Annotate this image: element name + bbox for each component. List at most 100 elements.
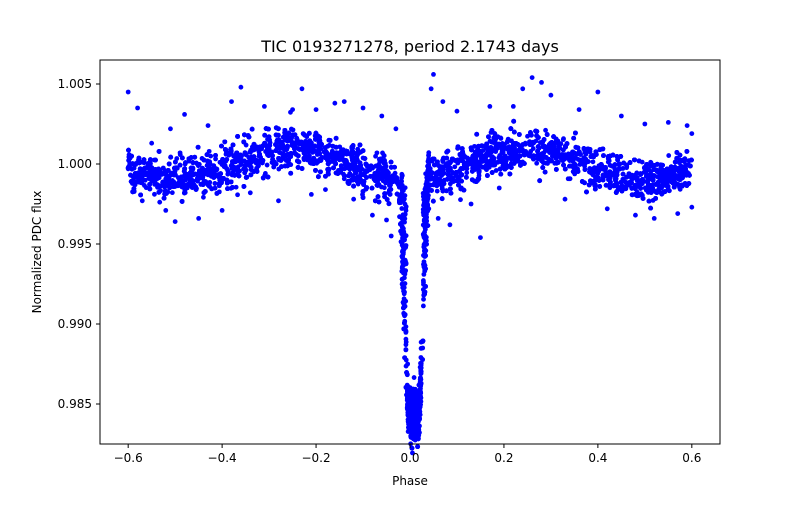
data-point <box>497 166 503 172</box>
data-point <box>318 169 323 175</box>
data-point <box>530 146 536 151</box>
data-point <box>562 166 568 172</box>
data-point <box>680 157 686 163</box>
data-point <box>157 199 163 205</box>
data-point <box>672 159 678 165</box>
data-point <box>266 134 272 140</box>
data-point <box>156 170 161 176</box>
data-point <box>650 187 656 193</box>
data-point <box>156 175 162 181</box>
data-point <box>254 165 260 171</box>
data-point <box>139 174 145 180</box>
data-point <box>606 154 611 159</box>
data-point <box>455 144 461 150</box>
data-point <box>244 174 250 180</box>
data-point <box>551 143 557 149</box>
data-point <box>288 170 294 176</box>
data-point <box>656 189 662 195</box>
data-point <box>306 130 312 136</box>
data-point <box>597 184 603 189</box>
data-point <box>249 126 255 132</box>
data-point <box>153 157 158 163</box>
data-point <box>228 179 234 185</box>
data-point <box>443 163 449 168</box>
data-point <box>272 159 277 165</box>
data-point <box>604 173 610 179</box>
data-point <box>382 194 388 200</box>
data-point <box>327 138 333 143</box>
data-point <box>229 172 235 178</box>
data-point <box>353 157 359 163</box>
data-point <box>620 171 626 177</box>
data-point <box>131 161 137 167</box>
data-point <box>638 171 643 177</box>
data-point <box>463 174 469 180</box>
data-point <box>574 166 580 172</box>
data-point <box>190 160 196 165</box>
data-point <box>505 146 510 152</box>
data-point <box>543 127 548 133</box>
data-point <box>464 170 470 176</box>
data-point <box>295 158 300 164</box>
data-point <box>394 191 400 197</box>
data-point <box>143 172 148 177</box>
data-point <box>279 164 284 169</box>
data-point <box>497 155 502 161</box>
data-point <box>237 168 242 174</box>
data-point <box>660 162 665 168</box>
data-point <box>263 126 269 131</box>
data-point <box>518 162 523 168</box>
data-point <box>213 167 219 172</box>
data-point <box>333 170 339 176</box>
data-point <box>372 175 378 181</box>
data-point <box>586 182 592 188</box>
data-point <box>664 175 670 180</box>
data-point <box>368 173 373 179</box>
data-point <box>640 196 646 201</box>
data-point <box>569 163 575 169</box>
data-point <box>627 160 633 165</box>
data-point <box>392 164 397 170</box>
data-point <box>625 181 631 187</box>
data-point <box>231 165 237 170</box>
data-point <box>139 167 144 173</box>
data-point <box>313 136 318 142</box>
data-point <box>614 183 619 189</box>
data-point <box>317 157 323 163</box>
data-point <box>235 158 241 164</box>
data-point <box>179 199 185 204</box>
data-point <box>315 144 321 150</box>
data-point <box>573 144 579 150</box>
data-point <box>430 156 436 162</box>
data-point <box>388 179 394 184</box>
data-point <box>584 189 589 195</box>
data-point <box>228 146 234 152</box>
data-point <box>445 148 451 154</box>
data-point <box>283 133 289 139</box>
data-point <box>337 153 343 159</box>
data-point <box>387 187 392 193</box>
data-point <box>369 185 375 191</box>
data-point <box>583 156 589 162</box>
data-point <box>483 144 489 150</box>
data-point <box>230 185 235 190</box>
data-point <box>521 151 527 157</box>
data-point <box>624 162 630 168</box>
data-point <box>299 166 305 171</box>
data-point <box>564 141 570 147</box>
data-point <box>648 205 654 211</box>
data-point <box>434 159 440 165</box>
data-point <box>208 153 214 159</box>
data-point <box>128 179 134 184</box>
data-point <box>238 162 244 167</box>
data-point <box>330 143 336 149</box>
data-point <box>134 174 140 180</box>
data-point <box>362 156 368 161</box>
data-point <box>619 186 624 191</box>
data-point <box>204 152 210 158</box>
data-point <box>333 135 339 141</box>
data-point <box>147 160 153 165</box>
data-point <box>617 161 622 167</box>
data-point <box>671 184 677 190</box>
